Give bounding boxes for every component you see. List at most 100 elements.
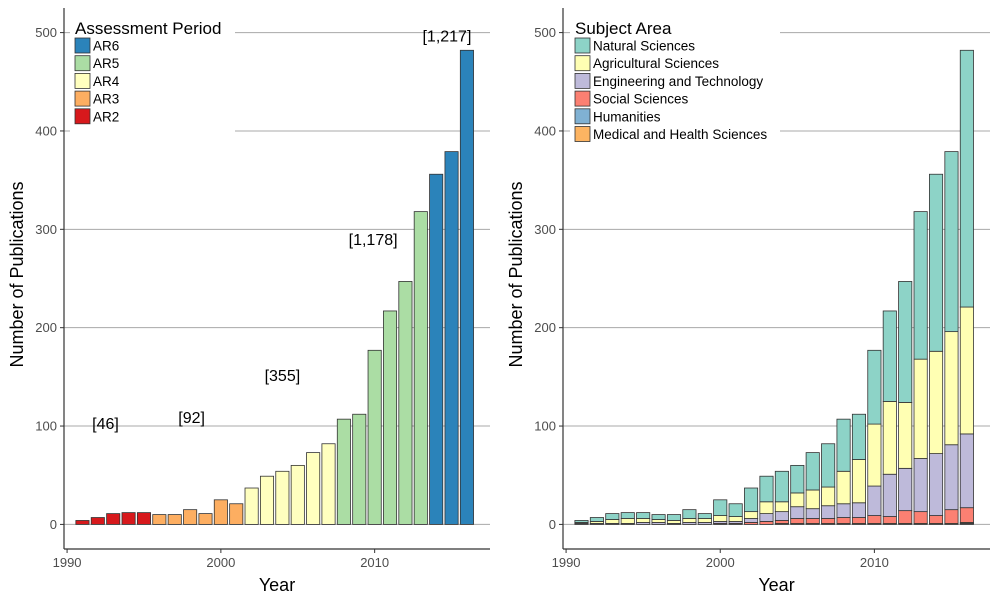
bar-segment [851,459,866,504]
bar-segment [882,473,897,517]
bar-segment [882,310,897,402]
bar [75,520,90,525]
x-axis-title: Year [758,575,794,595]
bar-segment [790,506,805,519]
legend-label: AR2 [93,109,119,124]
bar [367,349,382,525]
legend-key [74,55,91,72]
legend-key [74,90,91,107]
y-axis-title: Number of Publications [7,181,27,367]
bar [352,413,367,525]
legend-key [574,55,591,72]
bar-segment [774,520,789,524]
legend-title: Subject Area [575,19,672,38]
bar-segment [744,487,759,513]
bar-segment [959,433,974,509]
legend-key [74,108,91,125]
bar-segment [836,517,851,524]
bar-segment [821,486,836,507]
x-tick-label: 1990 [552,555,581,570]
bar-segment [882,516,897,524]
bar-segment [929,515,944,524]
bar-segment [636,512,651,519]
bar-segment [944,151,959,333]
legend-key [74,37,91,54]
legend-background [570,15,780,159]
legend-label: Agricultural Sciences [593,56,719,71]
bar-segment [790,518,805,524]
legend-title: Assessment Period [75,19,221,38]
bar-segment [959,49,974,308]
bar-segment [898,467,913,512]
bar-segment [913,211,928,360]
legend-key [574,37,591,54]
bar-segment [898,510,913,524]
y-tick-label: 400 [534,123,556,138]
bar-segment [774,511,789,521]
bar-segment [574,520,589,523]
bar [198,513,213,525]
legend-label: Engineering and Technology [593,74,763,89]
bar-segment [728,516,743,522]
y-tick-label: 100 [35,419,57,434]
bar-segment [666,520,682,524]
legend-label: AR5 [93,56,119,71]
bar [398,281,413,525]
chart-panel-1: 0 100 200 300 400 500 1990 2000 2010 Year Number o… [7,8,490,595]
legend-label: Social Sciences [593,92,689,107]
bar-segment [929,453,944,516]
bar [306,452,321,525]
y-tick-label: 500 [534,25,556,40]
bar [106,513,121,525]
x-axis-title: Year [259,575,295,595]
bar-segment [867,349,882,425]
y-tick-label: 200 [534,320,556,335]
bar-segment [774,470,789,503]
bar-segment [759,501,774,514]
bar-segment [666,514,682,521]
bar-segment [605,513,620,520]
bar [244,487,259,525]
bar-segment [697,518,712,523]
bar [459,49,474,525]
bar-segment [697,513,712,519]
bar-segment [836,418,851,472]
bar [383,310,398,525]
bar-segment [805,508,820,519]
x-tick-label: 1990 [53,555,82,570]
x-tick-label: 2000 [206,555,235,570]
bar-segment [913,511,928,524]
y-tick-label: 500 [35,25,57,40]
bar-segment [790,464,805,494]
y-tick-label: 300 [35,222,57,237]
bar-segment [589,517,604,522]
bar-segment [651,514,666,520]
y-tick-label: 200 [35,320,57,335]
legend-key [574,126,591,142]
bar [121,512,136,525]
bar-segment [728,503,743,517]
x-tick-label: 2000 [706,555,735,570]
bar-segment [836,503,851,518]
legend-label: AR4 [93,74,120,89]
bar [259,475,275,525]
y-axis-title: Number of Publications [506,181,526,367]
annotation-label: [46] [92,416,119,433]
bar-segment [713,499,728,516]
annotation-label: [355] [265,368,301,385]
bar-segment [851,502,866,518]
bar [444,151,459,525]
bar-segment [929,173,944,352]
legend-background [70,15,235,141]
bar [413,211,428,525]
bar-segment [774,501,789,513]
bar-segment [929,350,944,454]
bar-segment [651,519,666,523]
bar [336,418,351,525]
bar [229,503,244,525]
bar [213,499,228,525]
annotation-label: [1,178] [349,232,398,249]
